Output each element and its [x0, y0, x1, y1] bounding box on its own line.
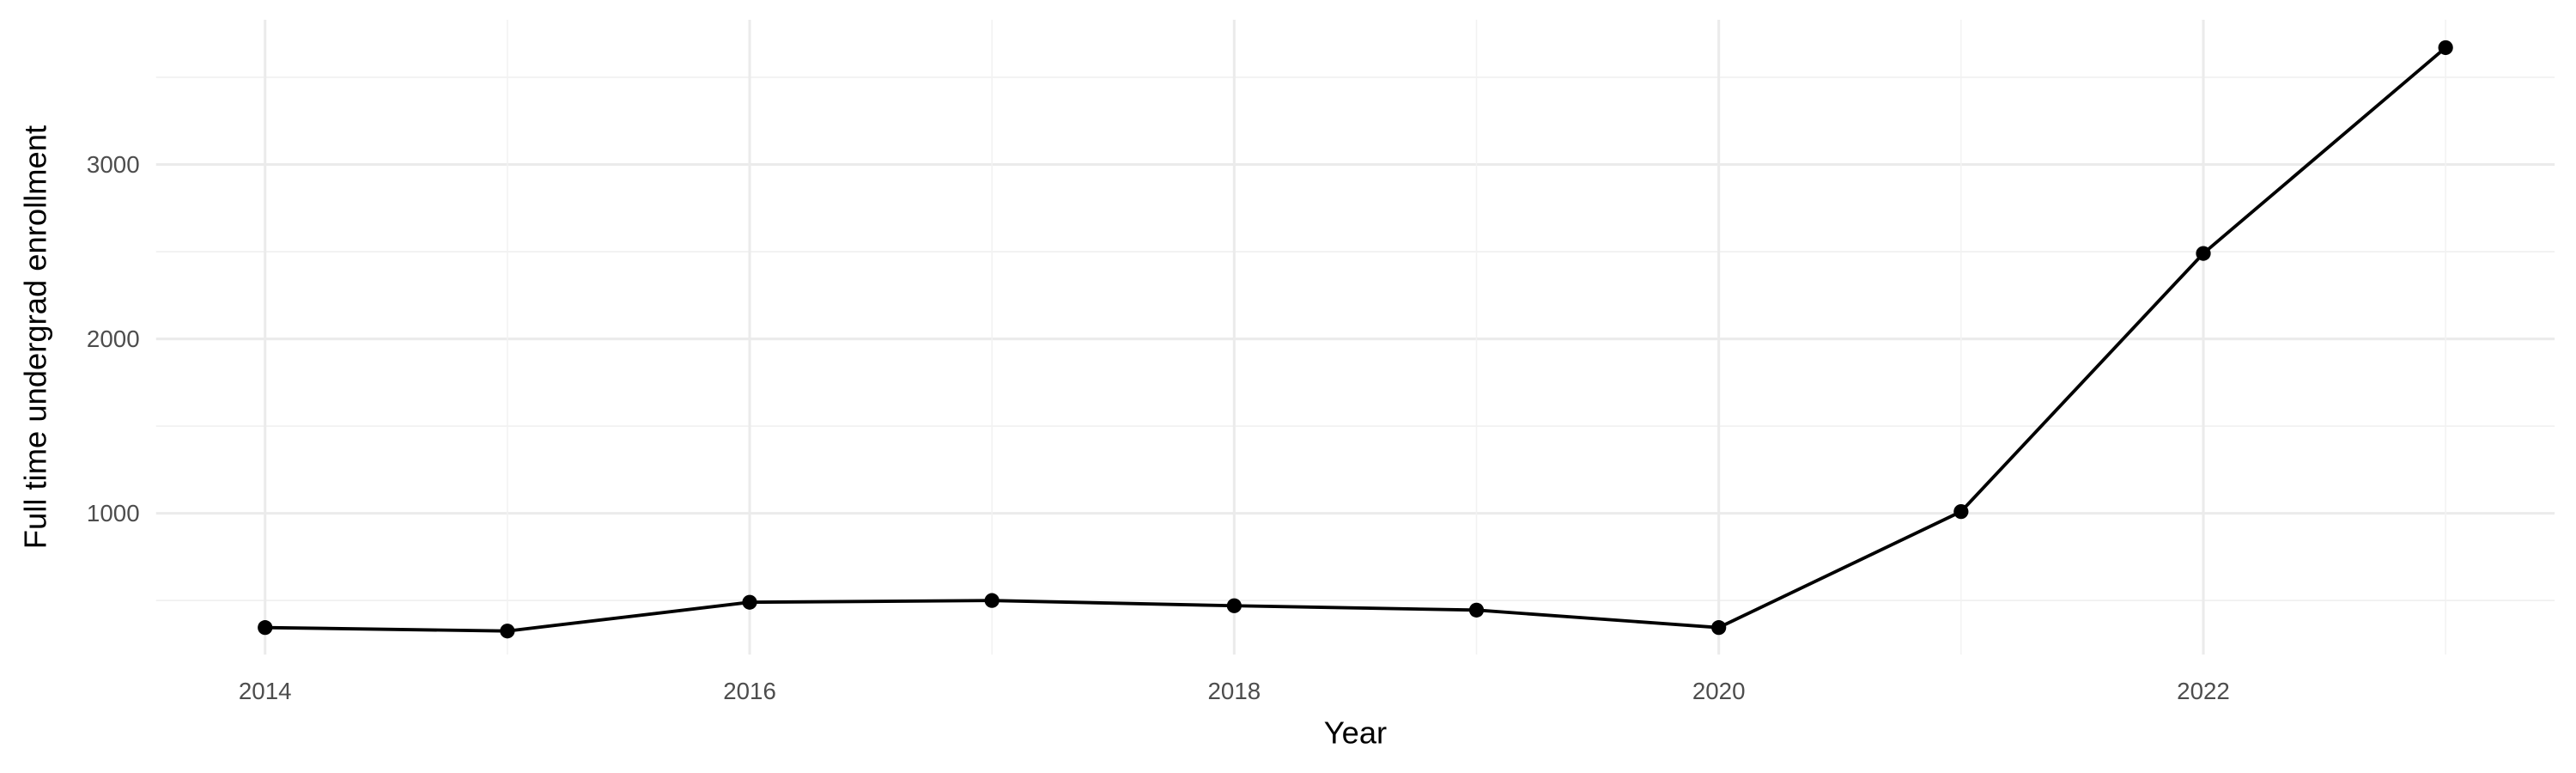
x-tick-label: 2018 — [1208, 678, 1261, 704]
gridlines — [155, 19, 2555, 655]
data-point-2020 — [1711, 620, 1727, 636]
x-axis-title: Year — [1324, 715, 1387, 751]
data-point-2023 — [2438, 40, 2453, 56]
data-point-2019 — [1468, 602, 1485, 618]
x-tick-label: 2014 — [239, 678, 292, 704]
y-tick-label: 3000 — [87, 151, 140, 178]
y-axis-title: Full time undergrad enrollment — [18, 125, 53, 549]
series-layer — [258, 40, 2453, 639]
y-tick-label: 2000 — [87, 326, 140, 352]
data-point-2016 — [742, 594, 757, 610]
data-point-2022 — [2196, 246, 2211, 261]
series-line — [264, 46, 2447, 633]
data-point-2014 — [258, 620, 273, 636]
data-point-2017 — [984, 593, 999, 608]
tick-labels: 1000 2000 3000 2014 2016 2018 2020 2022 — [87, 151, 2230, 704]
x-tick-label: 2022 — [2177, 678, 2230, 704]
data-point-2021 — [1953, 503, 1969, 520]
data-point-2018 — [1226, 598, 1242, 613]
x-tick-label: 2016 — [723, 678, 776, 704]
x-tick-label: 2020 — [1692, 678, 1746, 704]
data-point-2015 — [500, 624, 515, 639]
y-tick-label: 1000 — [87, 500, 140, 526]
